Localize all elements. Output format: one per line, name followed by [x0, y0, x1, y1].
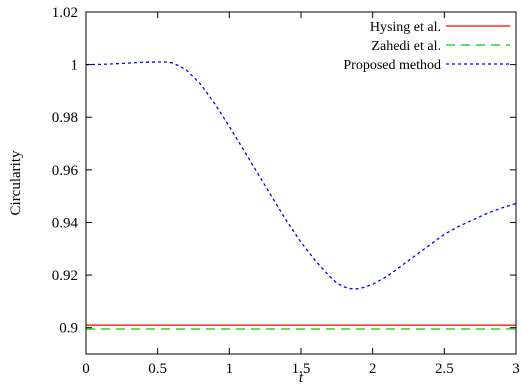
y-tick-label: 0.96	[52, 163, 79, 179]
legend-label-2: Proposed method	[343, 58, 441, 73]
legend: Hysing et al. Zahedi et al. Proposed metho…	[343, 20, 510, 73]
y-tick-label: 0.98	[52, 110, 78, 126]
y-tick-label: 1.02	[52, 5, 78, 21]
x-tick-label: 1	[226, 361, 234, 377]
x-tick-label: 0	[82, 361, 90, 377]
x-tick-label: 0.5	[148, 361, 167, 377]
ticks: 0 0.5 1 1.5 2 2.5 3 0.9 0.92 0.94 0.96 0.98 1 1.02	[52, 5, 520, 377]
x-axis-label: t	[299, 370, 304, 386]
legend-label-1: Zahedi et al.	[371, 39, 441, 54]
plot-frame	[85, 11, 517, 355]
x-tick-label: 3	[512, 361, 520, 377]
y-tick-label: 0.92	[52, 268, 78, 284]
x-tick-label: 2	[369, 361, 377, 377]
y-tick-label: 1	[71, 58, 79, 74]
y-tick-label: 0.9	[59, 321, 78, 337]
x-tick-label: 1.5	[292, 361, 311, 377]
plot-lines	[85, 61, 517, 330]
series-line-2	[85, 61, 517, 290]
y-tick-label: 0.94	[52, 215, 79, 231]
x-tick-label: 2.5	[435, 361, 454, 377]
legend-label-0: Hysing et al.	[370, 20, 441, 35]
y-axis-label: Circularity	[8, 150, 24, 215]
